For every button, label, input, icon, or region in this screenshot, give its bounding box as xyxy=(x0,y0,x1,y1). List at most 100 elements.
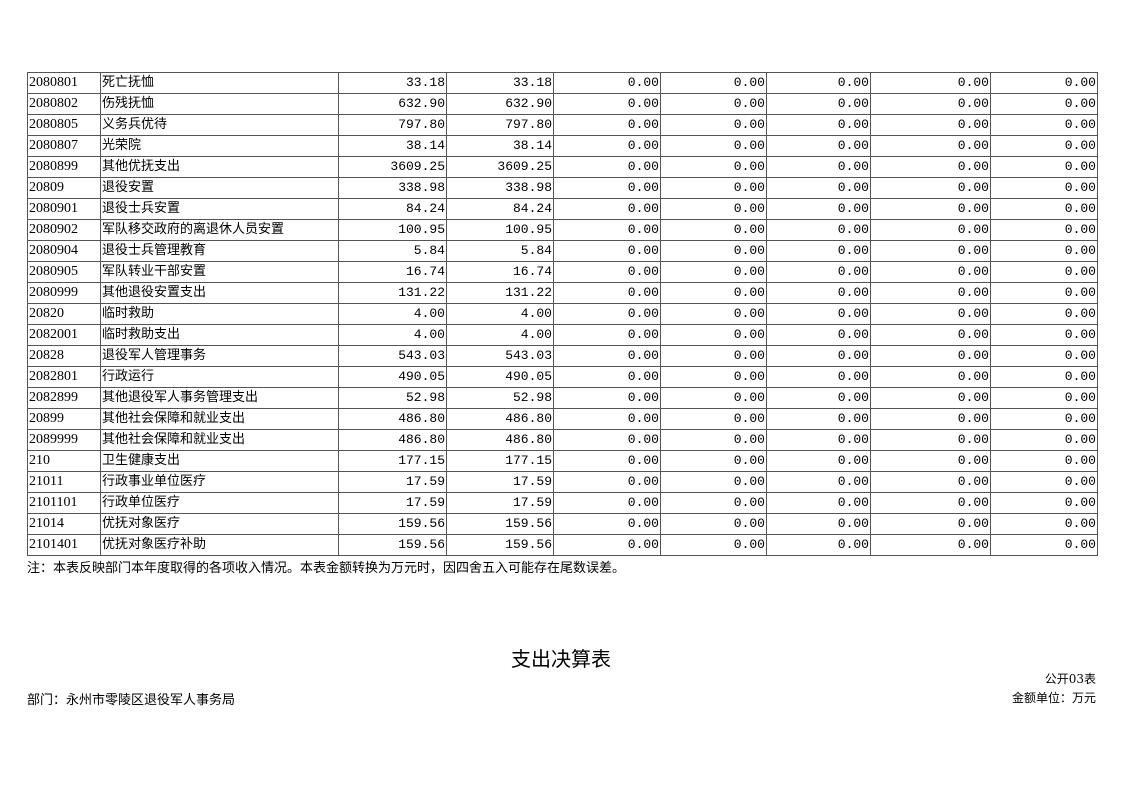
amount-cell: 338.98 xyxy=(446,177,554,199)
amount-cell: 0.00 xyxy=(660,387,767,409)
subject-name: 其他社会保障和就业支出 xyxy=(100,429,339,451)
amount-cell: 159.56 xyxy=(446,534,554,556)
table-row: 2080805 义务兵优待 797.80 797.80 0.00 0.00 0.00 0.00… xyxy=(27,114,1098,136)
amount-cell: 38.14 xyxy=(338,135,447,157)
amount-cell: 0.00 xyxy=(870,513,991,535)
amount-cell: 0.00 xyxy=(660,513,767,535)
amount-cell: 797.80 xyxy=(338,114,447,136)
subject-name: 退役安置 xyxy=(100,177,339,199)
amount-cell: 0.00 xyxy=(990,345,1098,367)
amount-cell: 0.00 xyxy=(766,198,871,220)
table-row: 21011 行政事业单位医疗 17.59 17.59 0.00 0.00 0.00 0.00 0… xyxy=(27,471,1098,493)
amount-cell: 486.80 xyxy=(338,408,447,430)
amount-cell: 0.00 xyxy=(870,114,991,136)
amount-cell: 0.00 xyxy=(870,282,991,304)
table-row: 2080807 光荣院 38.14 38.14 0.00 0.00 0.00 0.00 0.00 xyxy=(27,135,1098,157)
subject-code: 20809 xyxy=(27,177,101,199)
table-row: 2082899 其他退役军人事务管理支出 52.98 52.98 0.00 0.00 0.0… xyxy=(27,387,1098,409)
income-table: 2080801 死亡抚恤 33.18 33.18 0.00 0.00 0.00 0.00 0.0… xyxy=(27,72,1098,556)
amount-cell: 100.95 xyxy=(338,219,447,241)
amount-cell: 0.00 xyxy=(660,114,767,136)
amount-cell: 0.00 xyxy=(766,408,871,430)
subject-name: 行政运行 xyxy=(100,366,339,388)
amount-cell: 177.15 xyxy=(338,450,447,472)
table-row: 2080904 退役士兵管理教育 5.84 5.84 0.00 0.00 0.00 0.00 0… xyxy=(27,240,1098,262)
amount-cell: 543.03 xyxy=(338,345,447,367)
amount-cell: 0.00 xyxy=(766,366,871,388)
amount-cell: 4.00 xyxy=(446,324,554,346)
subject-name: 死亡抚恤 xyxy=(100,72,339,94)
subject-code: 2089999 xyxy=(27,429,101,451)
subject-name: 优抚对象医疗 xyxy=(100,513,339,535)
amount-cell: 0.00 xyxy=(990,198,1098,220)
amount-cell: 0.00 xyxy=(766,492,871,514)
amount-cell: 0.00 xyxy=(870,177,991,199)
amount-cell: 0.00 xyxy=(870,156,991,178)
subject-code: 2080904 xyxy=(27,240,101,262)
subject-code: 210 xyxy=(27,450,101,472)
subject-code: 2082899 xyxy=(27,387,101,409)
amount-cell: 632.90 xyxy=(338,93,447,115)
table-row: 2080901 退役士兵安置 84.24 84.24 0.00 0.00 0.00 0.00 0… xyxy=(27,198,1098,220)
table-row: 2080801 死亡抚恤 33.18 33.18 0.00 0.00 0.00 0.00 0.0… xyxy=(27,72,1098,94)
subject-code: 21014 xyxy=(27,513,101,535)
table-row: 2080902 军队移交政府的离退休人员安置 100.95 100.95 0.00 0.0… xyxy=(27,219,1098,241)
amount-cell: 0.00 xyxy=(766,303,871,325)
amount-cell: 0.00 xyxy=(660,471,767,493)
amount-cell: 486.80 xyxy=(338,429,447,451)
form-number: 公开03表 xyxy=(1044,672,1096,686)
subject-code: 2101101 xyxy=(27,492,101,514)
amount-cell: 3609.25 xyxy=(338,156,447,178)
amount-cell: 0.00 xyxy=(990,471,1098,493)
amount-cell: 100.95 xyxy=(446,219,554,241)
amount-cell: 0.00 xyxy=(990,177,1098,199)
subject-name: 退役士兵安置 xyxy=(100,198,339,220)
amount-cell: 0.00 xyxy=(553,366,661,388)
amount-cell: 0.00 xyxy=(870,219,991,241)
amount-cell: 0.00 xyxy=(990,408,1098,430)
amount-cell: 0.00 xyxy=(766,387,871,409)
amount-cell: 0.00 xyxy=(660,450,767,472)
amount-cell: 0.00 xyxy=(553,72,661,94)
amount-cell: 0.00 xyxy=(660,72,767,94)
amount-cell: 0.00 xyxy=(990,156,1098,178)
amount-cell: 0.00 xyxy=(870,303,991,325)
amount-cell: 84.24 xyxy=(446,198,554,220)
amount-cell: 0.00 xyxy=(553,513,661,535)
amount-cell: 0.00 xyxy=(660,429,767,451)
amount-cell: 0.00 xyxy=(553,114,661,136)
subject-name: 行政事业单位医疗 xyxy=(100,471,339,493)
amount-cell: 0.00 xyxy=(553,93,661,115)
amount-cell: 490.05 xyxy=(446,366,554,388)
subject-code: 2080802 xyxy=(27,93,101,115)
amount-cell: 0.00 xyxy=(990,93,1098,115)
amount-cell: 0.00 xyxy=(660,282,767,304)
subject-code: 2080807 xyxy=(27,135,101,157)
amount-cell: 0.00 xyxy=(766,471,871,493)
subject-name: 退役士兵管理教育 xyxy=(100,240,339,262)
amount-cell: 0.00 xyxy=(766,156,871,178)
amount-cell: 0.00 xyxy=(660,408,767,430)
amount-cell: 0.00 xyxy=(990,303,1098,325)
amount-cell: 17.59 xyxy=(338,492,447,514)
department-label: 部门：永州市零陵区退役军人事务局 xyxy=(27,693,236,708)
subject-name: 优抚对象医疗补助 xyxy=(100,534,339,556)
amount-cell: 0.00 xyxy=(660,345,767,367)
amount-cell: 0.00 xyxy=(553,303,661,325)
amount-cell: 0.00 xyxy=(553,534,661,556)
amount-cell: 0.00 xyxy=(870,429,991,451)
amount-cell: 0.00 xyxy=(870,72,991,94)
amount-cell: 0.00 xyxy=(553,282,661,304)
amount-cell: 486.80 xyxy=(446,429,554,451)
amount-cell: 0.00 xyxy=(870,450,991,472)
amount-cell: 0.00 xyxy=(553,345,661,367)
table-row: 2080899 其他优抚支出 3609.25 3609.25 0.00 0.00 0.00 0… xyxy=(27,156,1098,178)
amount-cell: 0.00 xyxy=(766,177,871,199)
amount-cell: 5.84 xyxy=(446,240,554,262)
amount-cell: 0.00 xyxy=(870,387,991,409)
subject-name: 临时救助支出 xyxy=(100,324,339,346)
amount-cell: 0.00 xyxy=(766,429,871,451)
subject-name: 伤残抚恤 xyxy=(100,93,339,115)
amount-cell: 0.00 xyxy=(766,93,871,115)
amount-cell: 0.00 xyxy=(553,492,661,514)
